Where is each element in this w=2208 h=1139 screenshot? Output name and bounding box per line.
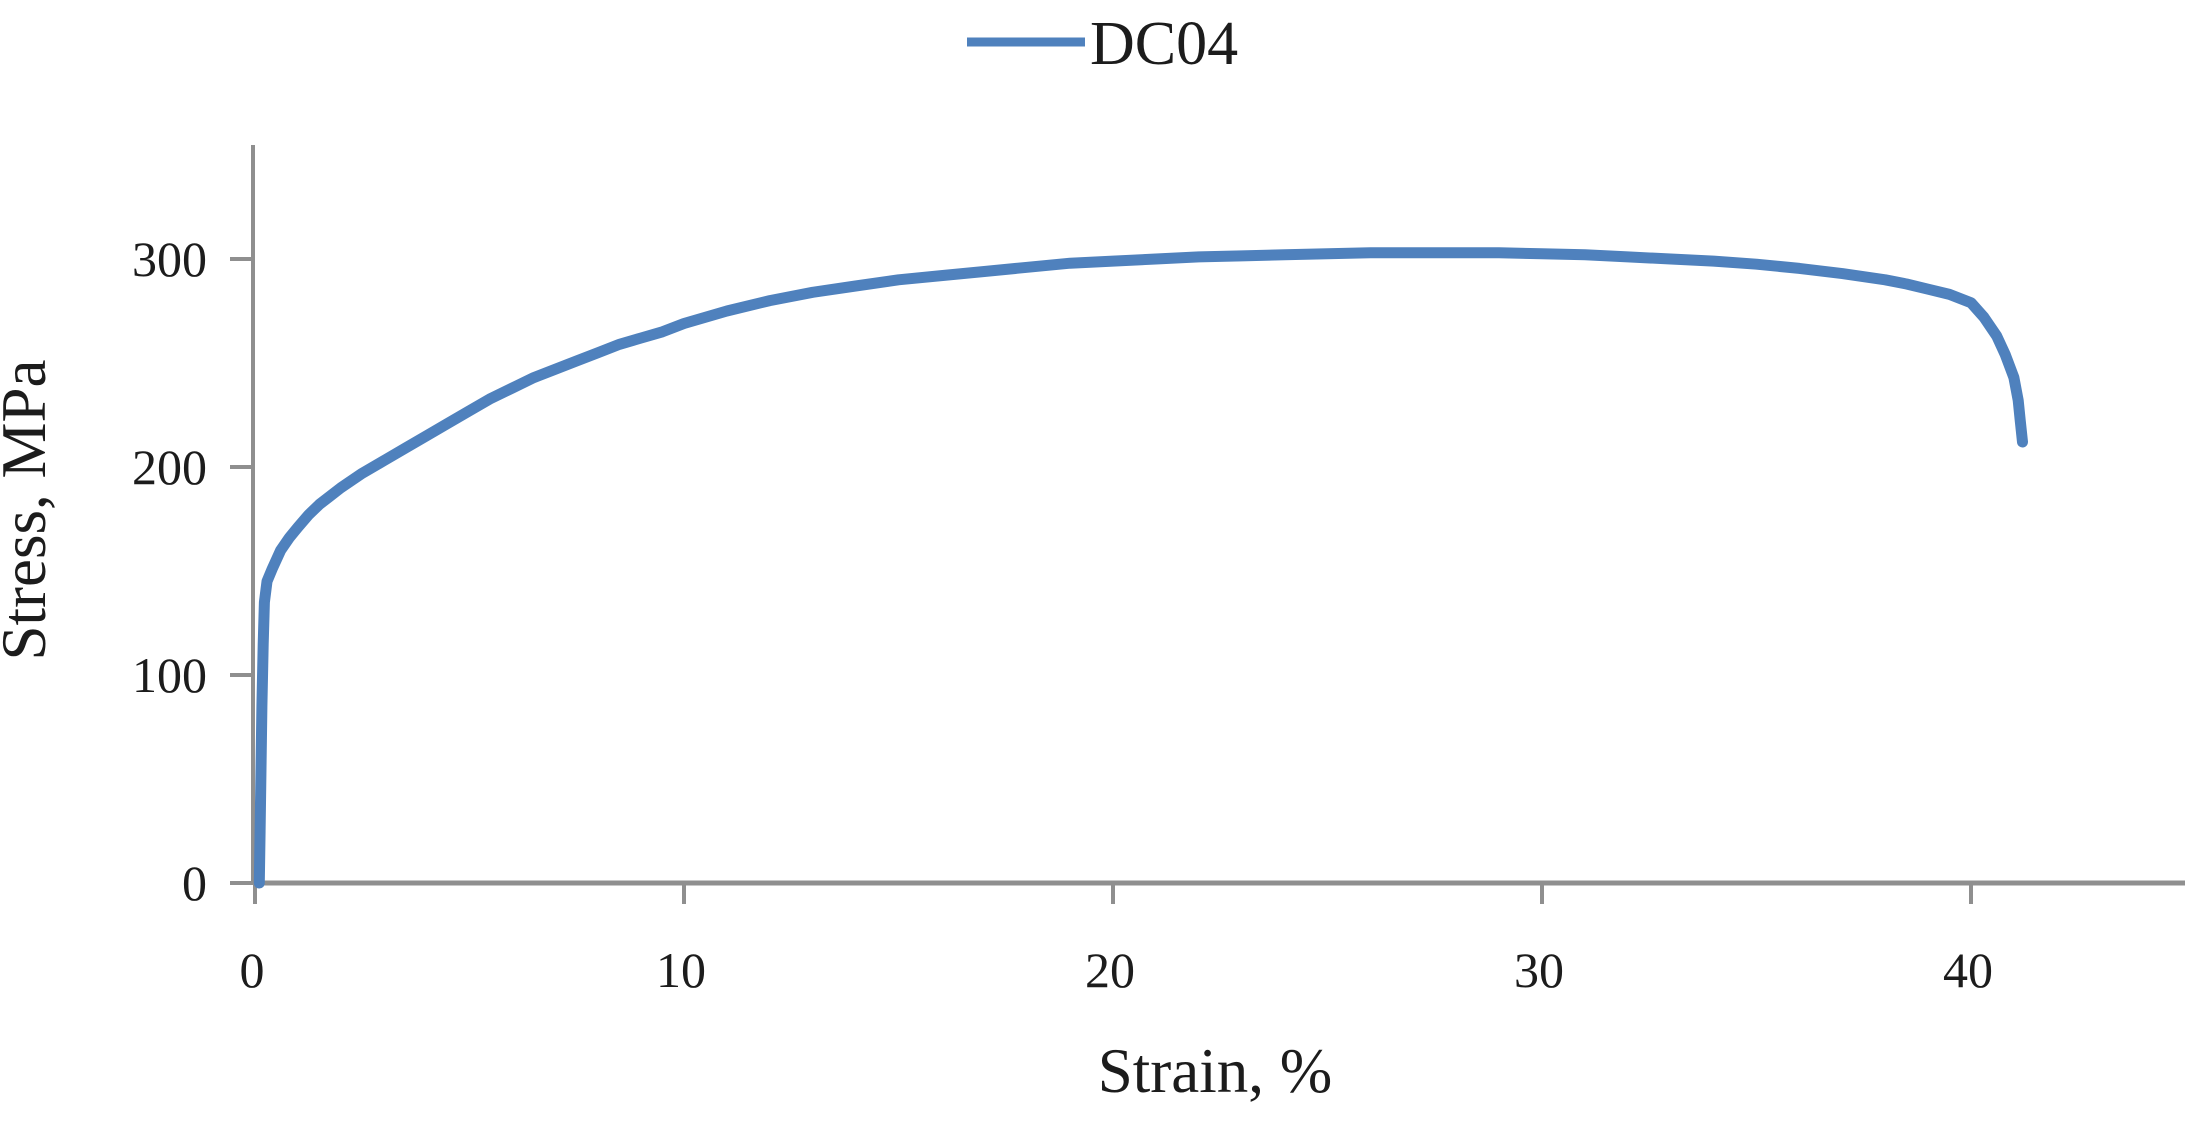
- x-axis-title: Strain, %: [1098, 1036, 1332, 1106]
- legend: DC04: [967, 10, 1238, 78]
- x-tick-label: 10: [656, 942, 706, 998]
- x-tick-label: 0: [240, 942, 265, 998]
- legend-series-label: DC04: [1090, 10, 1238, 78]
- x-tick-label: 20: [1085, 942, 1135, 998]
- x-tick-label: 30: [1514, 942, 1564, 998]
- y-tick-label: 200: [132, 439, 207, 495]
- y-axis-title: Stress, MPa: [0, 359, 59, 660]
- x-axis-ticks: 0 10 20 30 40: [240, 883, 1993, 998]
- series-line-dc04: [253, 247, 2028, 889]
- y-tick-label: 300: [132, 231, 207, 287]
- x-tick-label: 40: [1943, 942, 1993, 998]
- y-tick-label: 0: [182, 855, 207, 911]
- y-axis-ticks: 0 100 200 300: [132, 231, 253, 911]
- y-tick-label: 100: [132, 647, 207, 703]
